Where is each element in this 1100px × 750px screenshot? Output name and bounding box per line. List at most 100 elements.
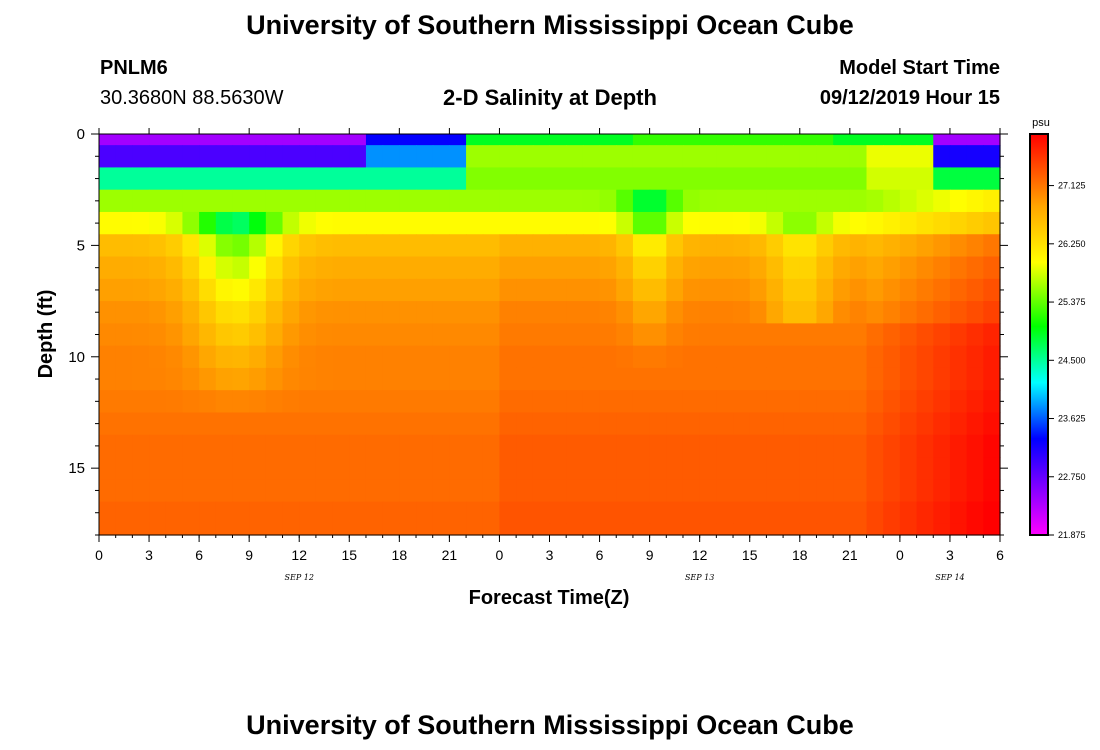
heatmap-cell bbox=[449, 412, 467, 436]
heatmap-cell bbox=[716, 390, 734, 414]
heatmap-cell bbox=[933, 434, 951, 458]
heatmap-cell bbox=[282, 323, 300, 347]
heatmap-cell bbox=[899, 367, 918, 391]
figure-title-top: University of Southern Mississippi Ocean… bbox=[246, 10, 854, 40]
heatmap-cell bbox=[916, 523, 934, 536]
heatmap-cell bbox=[249, 390, 267, 414]
heatmap-cell bbox=[566, 345, 584, 369]
heatmap-cell bbox=[749, 479, 768, 503]
heatmap-cell bbox=[382, 345, 400, 369]
heatmap-cell bbox=[766, 256, 784, 280]
heatmap-cell bbox=[949, 134, 968, 146]
heatmap-cell bbox=[99, 134, 117, 146]
heatmap-cell bbox=[466, 323, 484, 347]
heatmap-cell bbox=[365, 167, 384, 191]
heatmap-cell bbox=[933, 412, 951, 436]
heatmap-cell bbox=[883, 457, 901, 480]
heatmap-cell bbox=[833, 234, 851, 258]
heatmap-cell bbox=[449, 345, 467, 369]
heatmap-cell bbox=[983, 211, 1001, 235]
heatmap-cell bbox=[799, 211, 818, 235]
heatmap-cell bbox=[532, 457, 551, 480]
heatmap-cell bbox=[716, 134, 734, 146]
heatmap-cell bbox=[265, 523, 284, 536]
heatmap-cell bbox=[165, 523, 184, 536]
heatmap-cell bbox=[866, 211, 884, 235]
heatmap-cell bbox=[182, 256, 200, 280]
heatmap-cell bbox=[299, 134, 317, 146]
heatmap-cell bbox=[899, 145, 918, 169]
heatmap-cell bbox=[115, 301, 133, 324]
heatmap-cell bbox=[299, 345, 317, 369]
heatmap-cell bbox=[716, 323, 734, 347]
heatmap-cell bbox=[516, 479, 534, 503]
heatmap-cell bbox=[833, 323, 851, 347]
heatmap-cell bbox=[365, 301, 384, 324]
heatmap-cell bbox=[516, 189, 534, 213]
heatmap-cell bbox=[899, 234, 918, 258]
heatmap-cell bbox=[149, 134, 167, 146]
heatmap-cell bbox=[632, 479, 651, 503]
x-tick-label: 6 bbox=[996, 547, 1004, 563]
heatmap-cell bbox=[783, 145, 801, 169]
heatmap-cell bbox=[149, 412, 167, 436]
heatmap-cell bbox=[766, 134, 784, 146]
heatmap-cell bbox=[499, 479, 517, 503]
heatmap-cell bbox=[599, 211, 617, 235]
heatmap-cell bbox=[215, 457, 234, 480]
heatmap-cell bbox=[666, 501, 684, 525]
heatmap-cell bbox=[99, 457, 117, 480]
heatmap-cell bbox=[783, 367, 801, 391]
heatmap-cell bbox=[582, 167, 601, 191]
heatmap-cell bbox=[682, 501, 701, 525]
heatmap-cell bbox=[282, 345, 300, 369]
heatmap-cell bbox=[616, 134, 634, 146]
heatmap-cell bbox=[616, 167, 634, 191]
heatmap-cell bbox=[115, 434, 133, 458]
heatmap-cell bbox=[149, 434, 167, 458]
heatmap-cell bbox=[649, 501, 667, 525]
heatmap-cell bbox=[682, 278, 701, 302]
heatmap-cell bbox=[449, 189, 467, 213]
heatmap-cell bbox=[466, 234, 484, 258]
x-tick-label: 0 bbox=[896, 547, 904, 563]
heatmap-cell bbox=[232, 234, 250, 258]
heatmap-cell bbox=[315, 234, 334, 258]
heatmap-cell bbox=[499, 412, 517, 436]
heatmap-cell bbox=[482, 345, 501, 369]
heatmap-cell bbox=[482, 211, 501, 235]
heatmap-cell bbox=[265, 345, 284, 369]
heatmap-cell bbox=[933, 457, 951, 480]
heatmap-cell bbox=[649, 278, 667, 302]
heatmap-cell bbox=[349, 412, 367, 436]
heatmap-cell bbox=[799, 345, 818, 369]
heatmap-cell bbox=[666, 145, 684, 169]
heatmap-cell bbox=[532, 278, 551, 302]
heatmap-cell bbox=[666, 301, 684, 324]
heatmap-cell bbox=[733, 457, 751, 480]
heatmap-cell bbox=[582, 412, 601, 436]
x-tick-label: 3 bbox=[145, 547, 153, 563]
heatmap-cell bbox=[382, 412, 400, 436]
heatmap-cell bbox=[549, 234, 567, 258]
heatmap-cell bbox=[733, 256, 751, 280]
heatmap-cell bbox=[883, 479, 901, 503]
heatmap-cell bbox=[499, 323, 517, 347]
heatmap-cell bbox=[165, 412, 184, 436]
heatmap-cell bbox=[299, 189, 317, 213]
heatmap-cell bbox=[783, 457, 801, 480]
heatmap-cell bbox=[649, 167, 667, 191]
heatmap-cell bbox=[349, 367, 367, 391]
heatmap-cell bbox=[649, 479, 667, 503]
y-axis-label: Depth (ft) bbox=[35, 290, 57, 379]
heatmap-cell bbox=[632, 301, 651, 324]
heatmap-cell bbox=[149, 278, 167, 302]
heatmap-cell bbox=[416, 189, 434, 213]
heatmap-cell bbox=[532, 301, 551, 324]
heatmap-cell bbox=[649, 367, 667, 391]
heatmap-cell bbox=[499, 134, 517, 146]
heatmap-cell bbox=[382, 479, 400, 503]
heatmap-cell bbox=[966, 167, 984, 191]
heatmap-cell bbox=[482, 189, 501, 213]
heatmap-cell bbox=[249, 367, 267, 391]
